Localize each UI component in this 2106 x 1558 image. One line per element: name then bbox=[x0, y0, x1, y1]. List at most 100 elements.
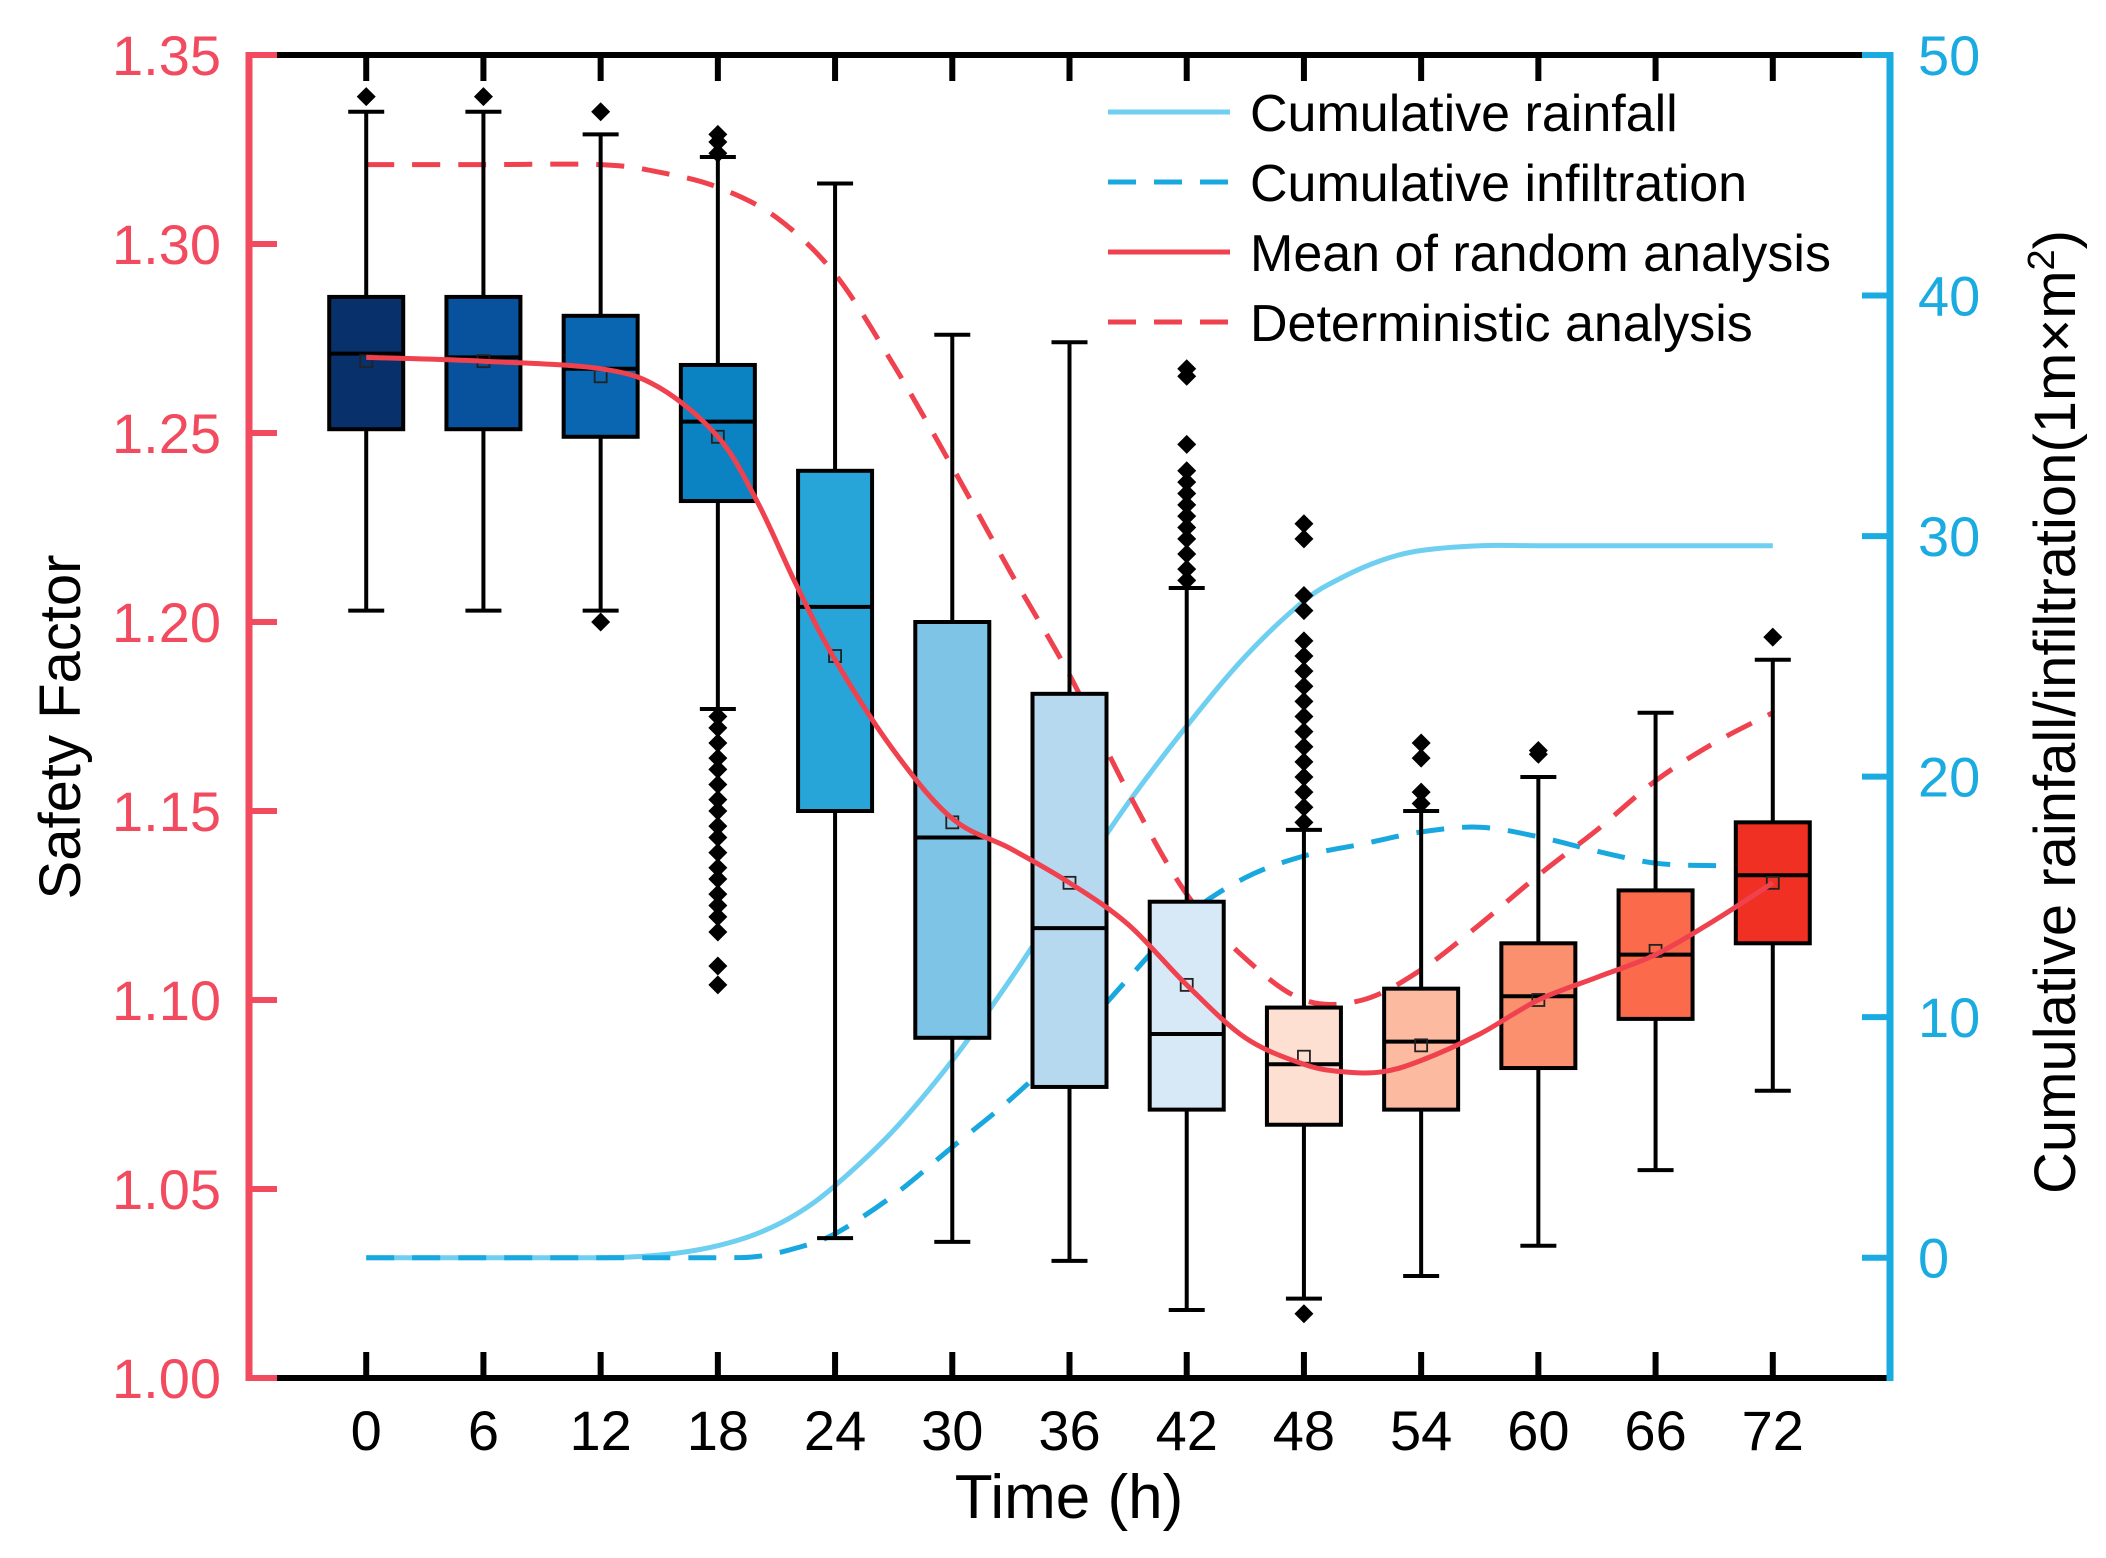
outlier-point bbox=[1294, 586, 1314, 606]
outlier-point bbox=[1411, 733, 1431, 753]
y-left-tick-label: 1.15 bbox=[112, 780, 221, 843]
x-tick-label: 66 bbox=[1624, 1399, 1686, 1462]
outlier-point bbox=[1177, 461, 1197, 481]
mean-marker bbox=[1414, 1038, 1429, 1053]
outlier-point bbox=[1177, 570, 1197, 590]
outlier-point bbox=[1294, 1304, 1314, 1324]
x-tick-label: 18 bbox=[687, 1399, 749, 1462]
outlier-point bbox=[708, 907, 728, 927]
outlier-point bbox=[1294, 529, 1314, 549]
outlier-point bbox=[1294, 812, 1314, 832]
x-tick-label: 60 bbox=[1507, 1399, 1569, 1462]
outlier-point bbox=[708, 922, 728, 942]
outlier-point bbox=[1411, 793, 1431, 813]
mean-marker bbox=[710, 429, 725, 444]
x-tick-label: 48 bbox=[1273, 1399, 1335, 1462]
y-right-axis-title: Cumulative rainfall/infiltration(1m×m2) bbox=[2021, 230, 2088, 1194]
y-right-tick-label: 20 bbox=[1918, 746, 1980, 809]
outlier-point bbox=[708, 956, 728, 976]
legend: Cumulative rainfall Cumulative infiltrati… bbox=[1108, 85, 1831, 353]
outlier-point bbox=[1177, 472, 1197, 492]
mean-marker bbox=[1765, 875, 1780, 890]
box-iqr bbox=[913, 620, 992, 1040]
mean-marker bbox=[1062, 875, 1077, 890]
y-left-axis-title: Safety Factor bbox=[28, 555, 93, 900]
x-tick-label: 42 bbox=[1156, 1399, 1218, 1462]
outlier-point bbox=[1294, 676, 1314, 696]
mean-marker bbox=[1531, 993, 1546, 1007]
outlier-point bbox=[1177, 529, 1197, 549]
y-right-tick-label: 10 bbox=[1918, 986, 1980, 1049]
outlier-point bbox=[708, 733, 728, 753]
y-left-tick-label: 1.05 bbox=[112, 1158, 221, 1221]
outlier-point bbox=[1294, 767, 1314, 787]
outlier-point bbox=[708, 884, 728, 904]
box-t30 bbox=[913, 332, 992, 1244]
legend-label: Mean of random analysis bbox=[1250, 225, 1831, 283]
outlier-point bbox=[1294, 691, 1314, 711]
outlier-point bbox=[708, 143, 728, 163]
y-right-tick-label: 40 bbox=[1918, 265, 1980, 328]
outlier-point bbox=[708, 843, 728, 863]
outlier-point bbox=[1177, 506, 1197, 526]
x-tick-label: 30 bbox=[921, 1399, 983, 1462]
mean-marker bbox=[1179, 977, 1194, 992]
outlier-point bbox=[591, 612, 611, 632]
outlier-point bbox=[1294, 797, 1314, 817]
y-left-tick-label: 1.25 bbox=[112, 402, 221, 465]
mean-marker bbox=[359, 354, 374, 369]
outlier-point bbox=[1528, 741, 1548, 761]
y-right-axis-title-main: Cumulative rainfall/infiltration(1m×m bbox=[2023, 270, 2088, 1194]
legend-label: Deterministic analysis bbox=[1250, 295, 1753, 353]
outlier-point bbox=[1294, 707, 1314, 726]
x-tick-label: 6 bbox=[468, 1399, 499, 1462]
outlier-point bbox=[473, 87, 493, 107]
mean-line-layer bbox=[366, 354, 1775, 1076]
outlier-point bbox=[1177, 518, 1197, 537]
box-iqr bbox=[327, 294, 406, 432]
box-t18 bbox=[678, 124, 757, 995]
outlier-point bbox=[1177, 483, 1197, 503]
outlier-point bbox=[708, 896, 728, 915]
y-right-tick-label: 50 bbox=[1918, 24, 1980, 87]
outlier-point bbox=[1177, 359, 1197, 379]
outlier-point bbox=[1294, 737, 1314, 757]
outlier-point bbox=[1294, 661, 1314, 681]
outlier-point bbox=[1411, 782, 1431, 802]
outlier-point bbox=[1294, 514, 1314, 534]
x-tick-label: 36 bbox=[1038, 1399, 1100, 1462]
outlier-point bbox=[1177, 434, 1197, 454]
outlier-point bbox=[1763, 627, 1783, 647]
outlier-point bbox=[1177, 495, 1197, 515]
outlier-point bbox=[708, 801, 728, 821]
outlier-point bbox=[1411, 748, 1431, 768]
box-t60 bbox=[1499, 741, 1578, 1248]
outlier-point bbox=[708, 759, 728, 779]
box-iqr bbox=[561, 313, 640, 439]
box-t36 bbox=[1030, 340, 1109, 1263]
outlier-point bbox=[708, 975, 728, 995]
outlier-point bbox=[708, 124, 728, 144]
y-left-tick-label: 1.00 bbox=[112, 1347, 221, 1410]
outlier-point bbox=[708, 707, 728, 726]
x-tick-label: 24 bbox=[804, 1399, 866, 1462]
legend-label: Cumulative rainfall bbox=[1250, 85, 1678, 143]
y-right-axis-title-superscript: 2 bbox=[2021, 249, 2063, 270]
x-tick-label: 12 bbox=[569, 1399, 631, 1462]
y-right-tick-label: 0 bbox=[1918, 1227, 1949, 1290]
outlier-point bbox=[708, 718, 728, 738]
box-t48 bbox=[1264, 514, 1343, 1324]
y-right-tick-label: 30 bbox=[1918, 505, 1980, 568]
box-iqr bbox=[1030, 691, 1109, 1089]
box-t24 bbox=[796, 181, 875, 1241]
outlier-point bbox=[1294, 752, 1314, 772]
x-tick-label: 0 bbox=[351, 1399, 382, 1462]
outlier-point bbox=[1294, 646, 1314, 666]
outlier-point bbox=[708, 748, 728, 768]
box-plots bbox=[327, 87, 1812, 1324]
box-iqr bbox=[1147, 899, 1226, 1112]
legend-label: Cumulative infiltration bbox=[1250, 155, 1747, 213]
outlier-point bbox=[1177, 544, 1197, 564]
x-tick-label: 54 bbox=[1390, 1399, 1452, 1462]
mean-of-random-analysis-line bbox=[366, 354, 1775, 1076]
